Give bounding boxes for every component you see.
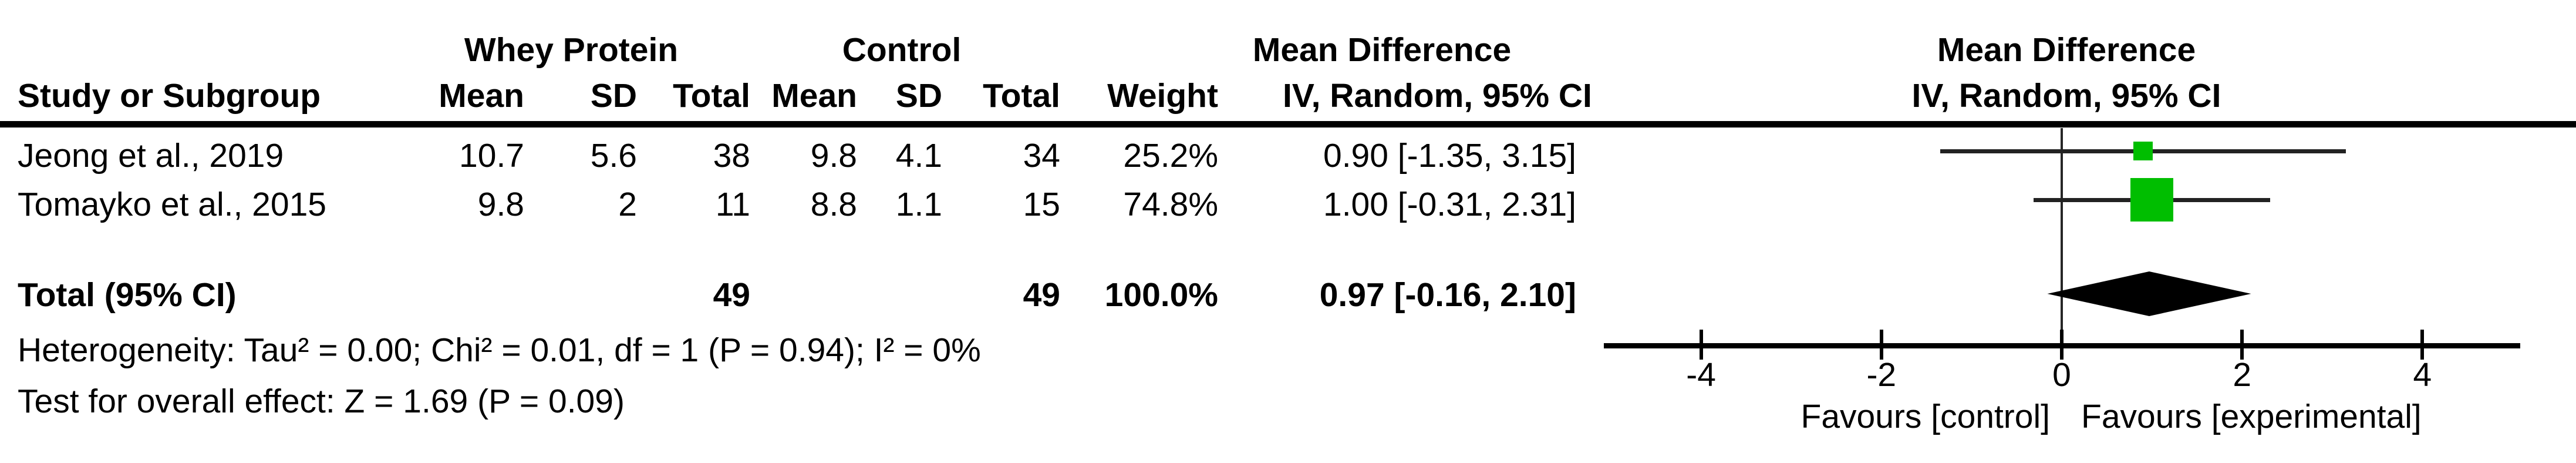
axis-tick-label: 2 xyxy=(2233,356,2252,394)
axis-tick xyxy=(1879,330,1883,360)
col-header-mean-ctrl: Mean xyxy=(771,77,857,115)
total-exp-cell: 11 xyxy=(715,186,750,223)
zero-line xyxy=(2061,128,2063,360)
effect-marker xyxy=(2130,178,2174,222)
plot-header-ci: IV, Random, 95% CI xyxy=(1911,77,2221,115)
total-weight-cell: 100.0% xyxy=(1104,276,1218,314)
ci-cell: 0.90 [-1.35, 3.15] xyxy=(1323,137,1576,175)
plot-header-mean-difference: Mean Difference xyxy=(1937,31,2196,69)
total-ci-cell: 0.97 [-0.16, 2.10] xyxy=(1319,276,1576,314)
col-header-ci: IV, Random, 95% CI xyxy=(1283,77,1592,115)
ci-cell: 1.00 [-0.31, 2.31] xyxy=(1323,186,1576,223)
col-header-total-exp: Total xyxy=(673,77,750,115)
mean-exp-cell: 10.7 xyxy=(459,137,524,175)
axis-tick-label: -2 xyxy=(1866,356,1897,394)
total-exp-cell: 38 xyxy=(713,137,750,175)
group-header-row: Whey Protein Control Mean Difference Mea… xyxy=(0,31,2576,69)
axis-tick xyxy=(1699,330,1703,360)
column-header-row: Study or Subgroup Mean SD Total Mean SD … xyxy=(0,77,2576,115)
mean-ctrl-cell: 9.8 xyxy=(810,137,857,175)
col-header-sd-ctrl: SD xyxy=(895,77,942,115)
sd-exp-cell: 2 xyxy=(618,186,637,223)
axis-tick-label: 4 xyxy=(2413,356,2432,394)
mean-exp-cell: 9.8 xyxy=(477,186,524,223)
axis-tick-label: 0 xyxy=(2052,356,2071,394)
axis-tick-label: -4 xyxy=(1686,356,1716,394)
sd-ctrl-cell: 1.1 xyxy=(895,186,942,223)
weight-cell: 25.2% xyxy=(1123,137,1218,175)
heterogeneity-note: Heterogeneity: Tau² = 0.00; Chi² = 0.01,… xyxy=(18,331,981,369)
col-header-study: Study or Subgroup xyxy=(18,77,321,115)
study-name: Tomayko et al., 2015 xyxy=(18,186,326,223)
col-header-total-ctrl: Total xyxy=(983,77,1060,115)
overall-effect-note: Test for overall effect: Z = 1.69 (P = 0… xyxy=(18,383,625,420)
effect-marker xyxy=(2133,141,2153,161)
table-row: Jeong et al., 2019 10.7 5.6 38 9.8 4.1 3… xyxy=(0,137,2576,175)
group-header-control: Control xyxy=(842,31,962,69)
axis-tick xyxy=(2420,330,2425,360)
weight-cell: 74.8% xyxy=(1123,186,1218,223)
total-ctrl-cell: 34 xyxy=(1023,137,1060,175)
col-header-mean-exp: Mean xyxy=(439,77,524,115)
axis-tick xyxy=(2240,330,2244,360)
total-exp-sum-cell: 49 xyxy=(713,276,750,314)
total-row: Total (95% CI) 49 49 100.0% 0.97 [-0.16,… xyxy=(0,276,2576,314)
favours-right-label: Favours [experimental] xyxy=(2081,398,2422,435)
group-header-mean-difference: Mean Difference xyxy=(1252,31,1512,69)
col-header-weight: Weight xyxy=(1107,77,1218,115)
axis-tick xyxy=(2060,330,2064,360)
group-header-whey-protein: Whey Protein xyxy=(464,31,679,69)
table-row: Tomayko et al., 2015 9.8 2 11 8.8 1.1 15… xyxy=(0,186,2576,223)
sd-ctrl-cell: 4.1 xyxy=(895,137,942,175)
sd-exp-cell: 5.6 xyxy=(590,137,637,175)
col-header-sd-exp: SD xyxy=(590,77,637,115)
total-label: Total (95% CI) xyxy=(18,276,237,314)
study-name: Jeong et al., 2019 xyxy=(18,137,284,175)
total-ctrl-cell: 15 xyxy=(1023,186,1060,223)
mean-ctrl-cell: 8.8 xyxy=(810,186,857,223)
total-ctrl-sum-cell: 49 xyxy=(1023,276,1060,314)
header-divider xyxy=(0,121,2576,128)
favours-left-label: Favours [control] xyxy=(1800,398,2051,435)
